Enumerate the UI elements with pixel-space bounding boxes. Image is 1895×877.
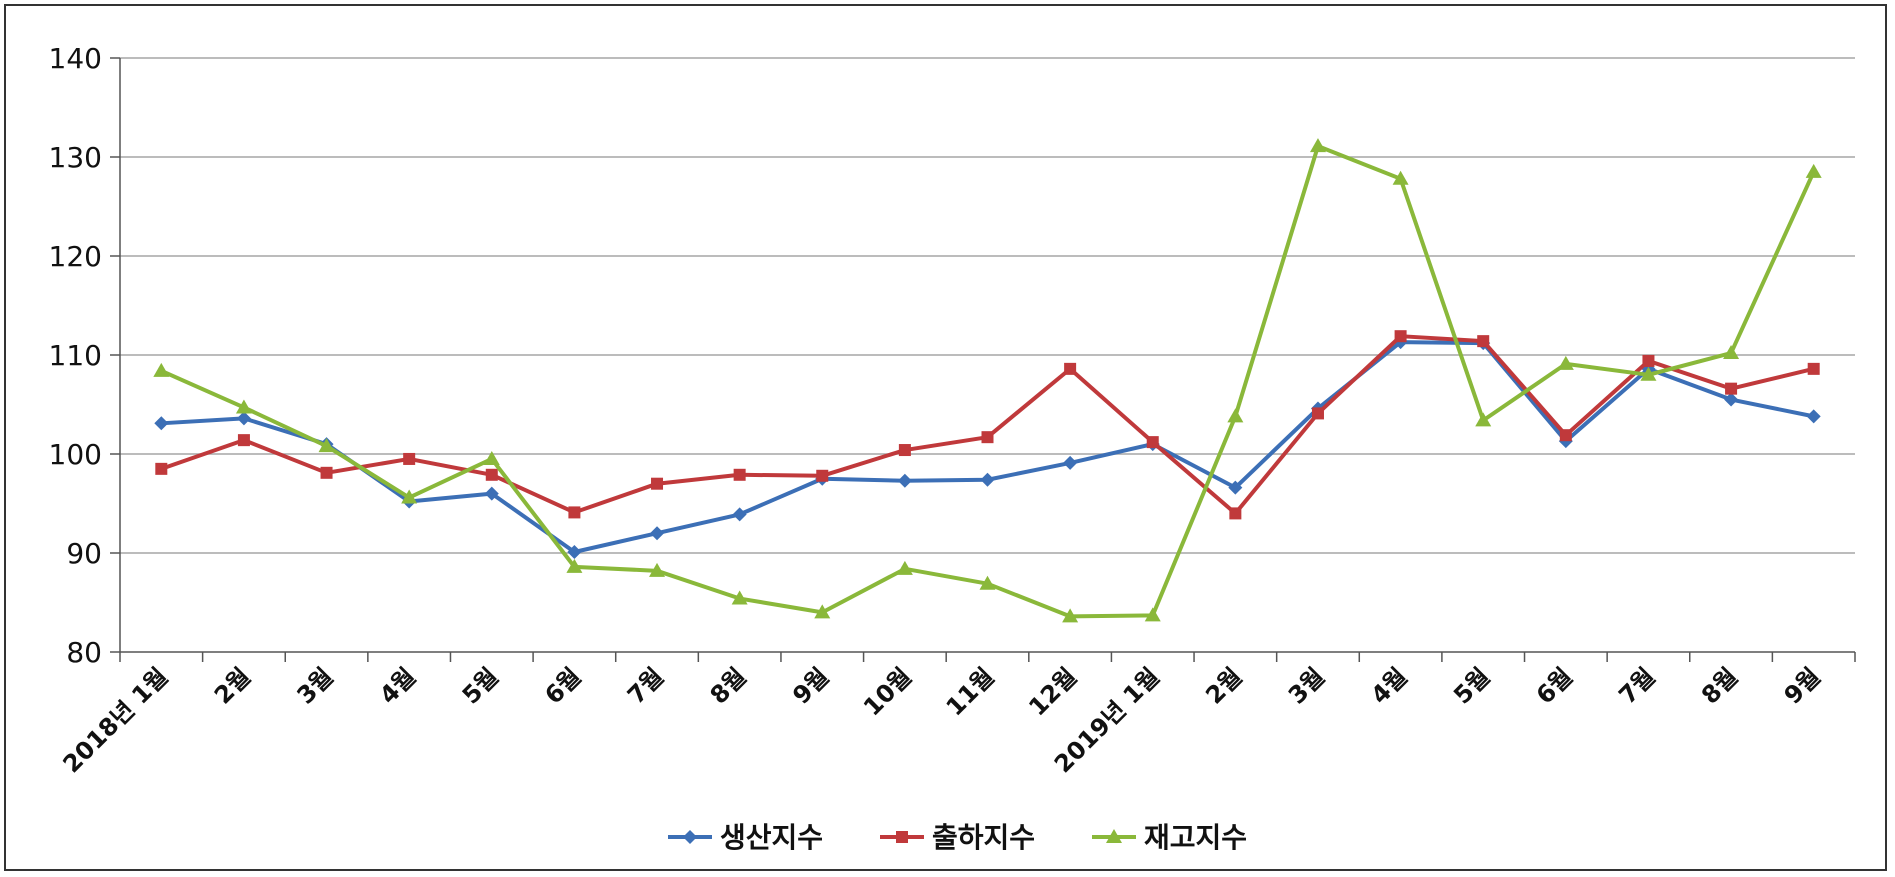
- point-2-15: [1392, 170, 1409, 185]
- x-tick-label-14: 3월: [1283, 662, 1330, 709]
- point-1-18: [1642, 354, 1655, 367]
- x-tick-label-15: 4월: [1366, 662, 1413, 709]
- point-0-9: [897, 473, 912, 488]
- y-tick-label-80: 80: [66, 636, 102, 669]
- point-0-11: [1063, 455, 1078, 470]
- point-2-20: [1805, 163, 1822, 178]
- x-tick-label-4: 5월: [457, 662, 504, 709]
- x-tick-label-8: 9월: [787, 662, 834, 709]
- x-tick-label-16: 5월: [1448, 662, 1495, 709]
- x-tick-label-2: 3월: [292, 662, 339, 709]
- x-tick-label-5: 6월: [539, 662, 586, 709]
- series-1: [155, 330, 1820, 520]
- point-2-1: [235, 399, 252, 414]
- series-lines: [153, 138, 1822, 623]
- point-2-0: [153, 362, 170, 377]
- point-2-14: [1309, 138, 1326, 153]
- point-0-1: [236, 411, 251, 426]
- point-1-8: [816, 469, 829, 482]
- point-0-0: [154, 416, 169, 431]
- legend-marker-0: [683, 830, 697, 844]
- legend-label-1: 출하지수: [932, 821, 1035, 854]
- point-2-19: [1723, 345, 1740, 360]
- legend: 생산지수 출하지수 재고지수: [668, 821, 1247, 854]
- point-2-12: [1144, 607, 1161, 622]
- point-0-7: [732, 507, 747, 522]
- x-tick-label-3: 4월: [374, 662, 421, 709]
- point-2-13: [1227, 408, 1244, 423]
- y-tick-label-140: 140: [49, 42, 102, 75]
- y-tick-label-120: 120: [49, 240, 102, 273]
- legend-label-2: 재고지수: [1144, 821, 1247, 854]
- x-tick-label-7: 8월: [705, 662, 752, 709]
- point-1-2: [320, 466, 333, 479]
- point-2-10: [979, 575, 996, 590]
- point-0-19: [1724, 392, 1739, 407]
- chart-frame: [4, 4, 1887, 871]
- x-tick-label-18: 7월: [1613, 662, 1660, 709]
- point-1-3: [403, 452, 416, 465]
- point-1-7: [733, 468, 746, 481]
- x-tick-label-11: 12월: [1023, 662, 1082, 721]
- point-1-5: [568, 506, 581, 519]
- point-2-5: [566, 558, 583, 573]
- point-1-9: [898, 444, 911, 457]
- x-tick-label-13: 2월: [1200, 662, 1247, 709]
- y-axis-ticks: 80 90 100 110 120 130 140: [49, 42, 120, 669]
- point-2-16: [1475, 412, 1492, 427]
- point-2-6: [649, 562, 666, 577]
- point-1-14: [1311, 407, 1324, 420]
- legend-label-0: 생산지수: [720, 821, 823, 854]
- y-tick-label-90: 90: [66, 537, 102, 570]
- point-2-2: [318, 438, 335, 453]
- point-2-7: [731, 590, 748, 605]
- point-0-4: [484, 486, 499, 501]
- point-1-11: [1064, 362, 1077, 375]
- x-tick-label-0: 2018년 1월: [58, 662, 174, 778]
- point-0-20: [1806, 409, 1821, 424]
- series-line-2: [160, 144, 1816, 619]
- point-0-6: [650, 526, 665, 541]
- point-1-17: [1559, 429, 1572, 442]
- point-1-13: [1229, 507, 1242, 520]
- point-1-4: [485, 468, 498, 481]
- point-2-18: [1640, 366, 1657, 381]
- point-1-20: [1807, 362, 1820, 375]
- point-1-0: [155, 462, 168, 475]
- point-0-5: [567, 545, 582, 560]
- y-tick-label-100: 100: [49, 438, 102, 471]
- point-0-13: [1228, 480, 1243, 495]
- point-2-8: [814, 604, 831, 619]
- y-tick-label-110: 110: [49, 339, 102, 372]
- series-2: [153, 138, 1822, 623]
- x-tick-label-20: 9월: [1779, 662, 1826, 709]
- x-tick-label-1: 2월: [209, 662, 256, 709]
- point-1-19: [1725, 382, 1738, 395]
- legend-marker-1: [896, 831, 908, 843]
- point-2-4: [483, 450, 500, 465]
- point-0-10: [980, 472, 995, 487]
- point-2-11: [1062, 608, 1079, 623]
- point-2-17: [1557, 355, 1574, 370]
- legend-marker-2: [1106, 829, 1122, 843]
- x-tick-label-10: 11월: [941, 662, 1000, 721]
- y-tick-label-130: 130: [49, 141, 102, 174]
- point-1-12: [1146, 436, 1159, 449]
- point-1-1: [237, 434, 250, 447]
- point-2-3: [401, 489, 418, 504]
- point-1-15: [1394, 330, 1407, 343]
- point-1-16: [1477, 335, 1490, 348]
- x-tick-label-17: 6월: [1531, 662, 1578, 709]
- point-2-9: [896, 560, 913, 575]
- point-1-10: [981, 431, 994, 444]
- x-tick-label-9: 10월: [858, 662, 917, 721]
- x-tick-label-6: 7월: [622, 662, 669, 709]
- point-1-6: [651, 477, 664, 490]
- x-tick-label-19: 8월: [1696, 662, 1743, 709]
